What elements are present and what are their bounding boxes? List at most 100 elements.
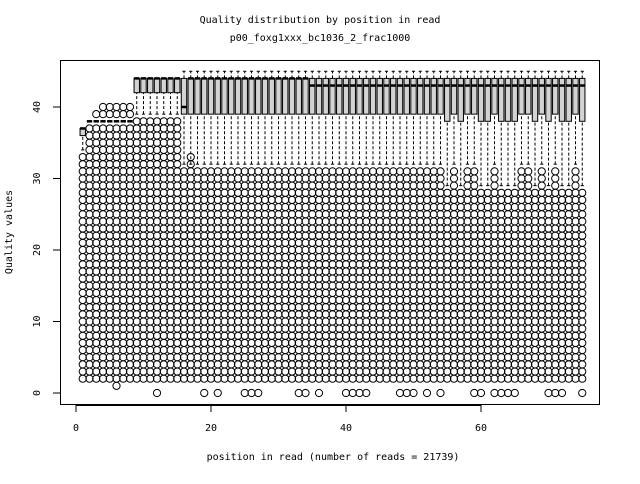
outlier-point <box>125 274 135 283</box>
outlier-point <box>537 238 546 247</box>
outlier-point <box>409 188 418 197</box>
outlier-point <box>524 174 533 183</box>
outlier-point <box>294 238 303 247</box>
outlier-point <box>483 281 492 290</box>
outlier-point <box>368 210 378 219</box>
outlier-point <box>503 253 513 262</box>
outlier-point <box>240 253 249 262</box>
outlier-point <box>132 288 141 297</box>
outlier-point <box>287 253 297 262</box>
outlier-point <box>78 317 87 326</box>
outlier-point <box>186 181 195 190</box>
outlier-point <box>564 238 573 247</box>
outlier-point <box>146 374 155 383</box>
outlier-point <box>173 167 182 176</box>
outlier-point <box>463 231 472 240</box>
box <box>538 77 545 115</box>
outlier-point <box>105 310 114 319</box>
outlier-point <box>152 238 162 247</box>
outlier-point <box>200 174 209 183</box>
box <box>565 77 572 122</box>
outlier-point <box>166 338 175 348</box>
outlier-point <box>510 338 519 348</box>
box <box>444 77 451 122</box>
box <box>234 77 242 115</box>
outlier-point <box>368 181 378 190</box>
outlier-point <box>274 253 283 262</box>
outlier-point <box>321 310 330 319</box>
outlier-point <box>179 195 189 205</box>
outlier-point <box>281 338 290 348</box>
outlier-point <box>274 188 283 197</box>
outlier-point <box>537 245 546 255</box>
outlier-point <box>227 295 236 305</box>
outlier-point <box>578 324 587 333</box>
outlier-point <box>497 238 506 247</box>
outlier-point <box>362 167 371 176</box>
outlier-point <box>308 303 317 312</box>
outlier-point <box>530 253 540 262</box>
outlier-point <box>254 331 263 340</box>
outlier-point <box>409 338 418 348</box>
outlier-point <box>497 388 506 398</box>
outlier-point <box>186 360 195 369</box>
outlier-point <box>382 195 391 205</box>
outlier-point <box>112 288 121 297</box>
outlier-point <box>341 260 351 269</box>
outlier-point <box>240 203 249 212</box>
outlier-point <box>301 217 310 226</box>
outlier-point <box>436 181 445 190</box>
outlier-point <box>355 303 364 312</box>
outlier-point <box>389 195 398 205</box>
outlier-point <box>159 245 168 255</box>
outlier-point <box>287 367 297 376</box>
outlier-point <box>112 267 121 276</box>
outlier-point <box>119 281 128 290</box>
outlier-point <box>186 353 195 362</box>
outlier-point <box>146 317 155 326</box>
outlier-point <box>497 260 506 269</box>
outlier-point <box>92 203 101 212</box>
outlier-point <box>85 167 94 176</box>
outlier-point <box>125 138 135 147</box>
outlier-point <box>490 346 499 355</box>
outlier-point <box>132 174 141 183</box>
outlier-point <box>139 367 148 376</box>
outlier-point <box>247 303 256 312</box>
plot-marks <box>78 70 587 398</box>
outlier-point <box>139 195 148 205</box>
outlier-point <box>497 367 506 376</box>
outlier-point <box>78 167 87 176</box>
outlier-point <box>476 210 486 219</box>
outlier-point <box>166 174 175 183</box>
outlier-point <box>483 367 492 376</box>
outlier-point <box>517 331 526 340</box>
outlier-point <box>537 217 546 226</box>
outlier-point <box>294 274 303 283</box>
outlier-point <box>206 238 216 247</box>
outlier-point <box>105 367 114 376</box>
outlier-point <box>247 310 256 319</box>
outlier-point <box>112 324 121 333</box>
outlier-point <box>409 238 418 247</box>
outlier-point <box>530 281 540 290</box>
outlier-point <box>355 245 364 255</box>
outlier-point <box>483 253 492 262</box>
outlier-point <box>308 360 317 369</box>
outlier-point <box>92 217 101 226</box>
outlier-point <box>436 174 445 183</box>
outlier-point <box>206 167 216 176</box>
outlier-point <box>112 238 121 247</box>
outlier-point <box>557 210 567 219</box>
outlier-point <box>267 267 276 276</box>
outlier-point <box>179 303 189 312</box>
outlier-point <box>314 245 324 255</box>
outlier-point <box>571 303 580 312</box>
outlier-point <box>159 303 168 312</box>
outlier-point <box>213 231 222 240</box>
outlier-point <box>260 267 270 276</box>
outlier-point <box>443 331 452 340</box>
outlier-point <box>341 353 351 362</box>
outlier-point <box>146 353 155 362</box>
outlier-point <box>409 324 418 333</box>
